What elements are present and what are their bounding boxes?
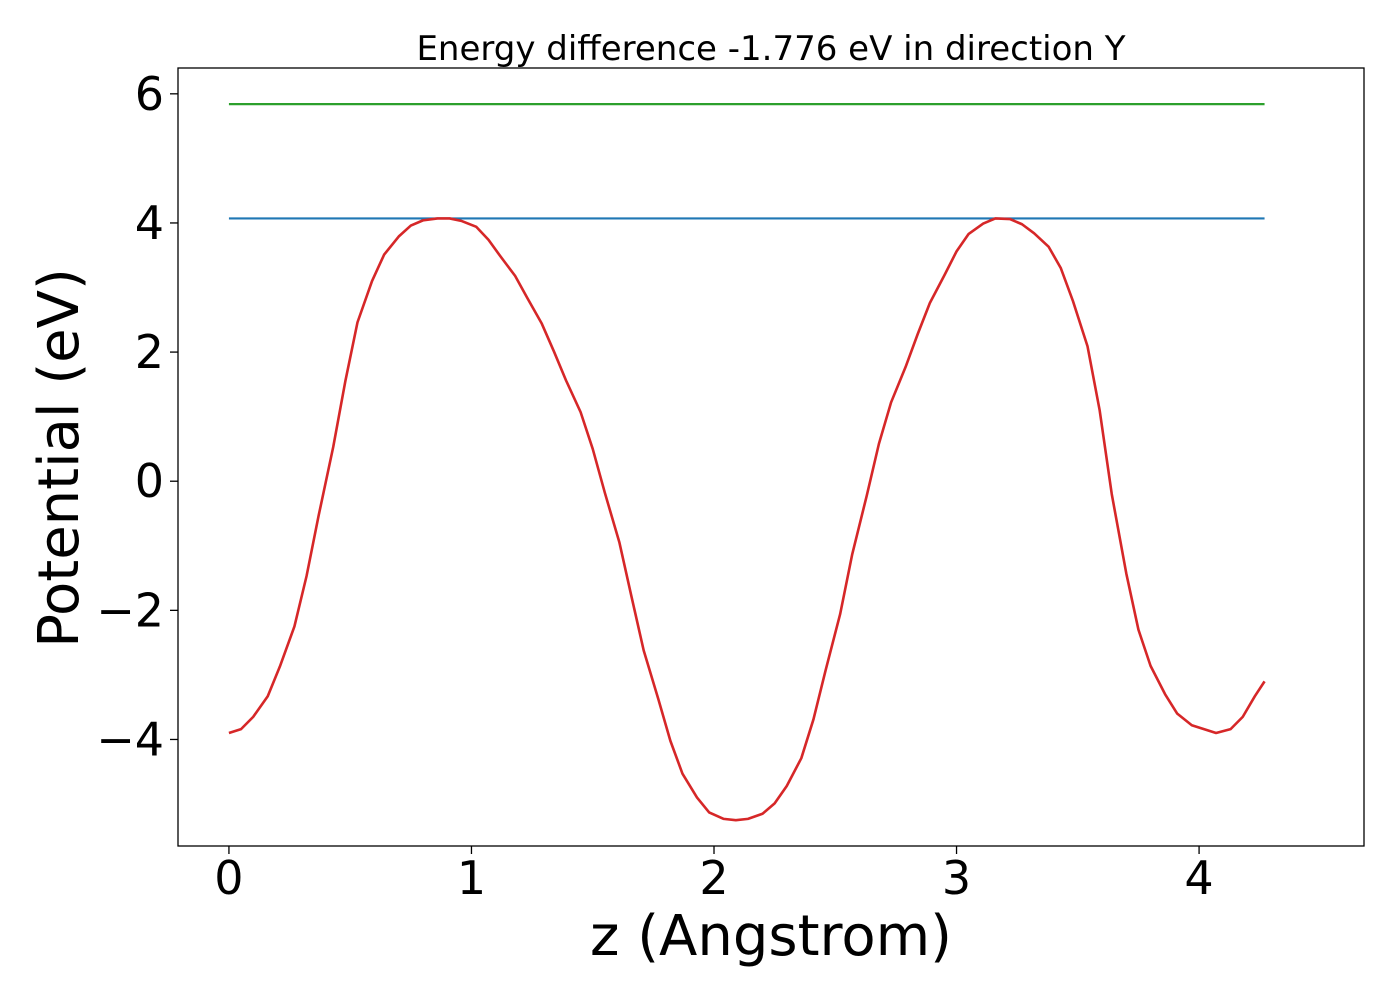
y-tick-label: 6 — [135, 67, 164, 121]
x-tick-label: 1 — [457, 851, 486, 905]
x-tick-label: 0 — [214, 851, 243, 905]
x-axis-label: z (Angstrom) — [590, 904, 952, 969]
x-tick-label: 2 — [699, 851, 728, 905]
x-tick-label: 3 — [942, 851, 971, 905]
plot-area: 0 1 2 3 4 −4 −2 0 2 4 6 — [96, 67, 1365, 905]
y-tick-label: −4 — [96, 712, 164, 766]
y-axis-label: Potential (eV) — [27, 268, 92, 648]
x-tick-label: 4 — [1184, 851, 1213, 905]
series-line-red — [228, 217, 1266, 822]
chart-title: Energy difference -1.776 eV in direction… — [416, 29, 1125, 69]
y-tick-label: 4 — [135, 196, 164, 250]
y-tick-label: −2 — [96, 583, 164, 637]
y-tick-label: 2 — [135, 325, 164, 379]
y-tick-label: 0 — [135, 454, 164, 508]
plot-frame — [177, 67, 1365, 847]
